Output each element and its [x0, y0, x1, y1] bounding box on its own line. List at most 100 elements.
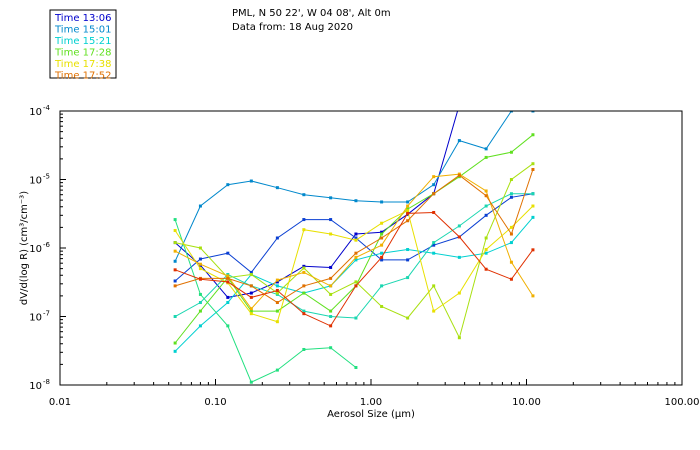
data-point [198, 324, 202, 328]
x-tick-label: 0.01 [49, 397, 71, 408]
data-point [432, 210, 436, 214]
data-point [226, 276, 230, 280]
data-point [173, 279, 177, 283]
data-point [275, 284, 279, 288]
y-tick-exponent: -4 [43, 104, 51, 112]
data-point [275, 236, 279, 240]
x-tick-label: 1.00 [360, 397, 382, 408]
series-line [174, 193, 533, 282]
data-point [302, 264, 306, 268]
data-point [198, 246, 202, 250]
data-point [329, 346, 333, 350]
data-point [432, 192, 436, 196]
data-point [432, 175, 436, 179]
data-point [457, 291, 461, 295]
y-tick-label: 10 [29, 381, 42, 392]
data-point [531, 82, 534, 85]
data-point [406, 276, 410, 280]
data-point [531, 215, 535, 219]
data-point [173, 249, 177, 253]
data-point [509, 178, 513, 181]
data-point [509, 232, 513, 236]
series-line [174, 219, 357, 383]
y-tick-exponent: -6 [43, 241, 51, 249]
data-point [275, 280, 279, 284]
data-point [275, 301, 279, 305]
data-point [484, 194, 488, 198]
data-point [457, 336, 461, 340]
data-point [406, 248, 410, 252]
data-point [173, 349, 177, 353]
data-point [432, 284, 436, 288]
data-point [457, 224, 461, 228]
data-point [198, 262, 202, 266]
data-point [249, 295, 253, 299]
data-point [406, 211, 410, 215]
data-point [275, 368, 279, 372]
data-point [249, 284, 253, 288]
y-tick-exponent: -7 [43, 310, 50, 318]
data-point [354, 280, 358, 284]
data-point [249, 179, 253, 183]
data-point [432, 309, 436, 313]
x-tick-label: 100.00 [665, 397, 700, 408]
x-tick-label: 0.10 [204, 397, 226, 408]
data-point [302, 312, 306, 316]
data-point [198, 301, 202, 305]
y-tick-exponent: -5 [43, 173, 50, 181]
data-point [432, 243, 436, 247]
data-point [329, 292, 333, 296]
data-point [509, 260, 513, 264]
data-point [354, 251, 358, 255]
legend-box [49, 9, 117, 79]
data-point [457, 173, 461, 177]
data-point [249, 291, 253, 295]
data-point [509, 192, 513, 196]
data-point [509, 111, 513, 113]
series-line [174, 134, 534, 344]
data-point [173, 259, 177, 263]
data-point [380, 255, 384, 259]
data-point [173, 284, 177, 288]
data-point [354, 316, 358, 320]
plot-frame [59, 110, 683, 386]
data-point [458, 103, 461, 106]
data-point [484, 213, 488, 217]
data-point [226, 274, 230, 278]
data-point [354, 284, 358, 288]
data-point [484, 248, 488, 252]
data-point [173, 241, 177, 245]
data-point [226, 251, 230, 255]
data-point [354, 258, 358, 262]
data-point [249, 307, 253, 311]
data-point [509, 195, 513, 199]
data-point [380, 284, 384, 288]
data-point [302, 270, 306, 274]
data-point [329, 324, 333, 328]
data-point [249, 309, 253, 313]
legend-entry: Time 15:21 [54, 36, 111, 47]
data-point [484, 155, 488, 159]
data-point [406, 204, 410, 208]
y-tick-label: 10 [29, 313, 42, 324]
data-point [380, 200, 384, 204]
data-point [354, 199, 358, 203]
data-point [509, 241, 513, 245]
series-line [174, 163, 534, 340]
y-axis-label: dV/d(log R) (cm³/cm⁻³) [19, 191, 30, 305]
data-point [354, 366, 358, 370]
x-axis-label: Aerosol Size (µm) [327, 409, 415, 420]
data-point [329, 284, 333, 288]
data-point [249, 380, 253, 384]
data-point [302, 291, 306, 295]
series-line [174, 211, 534, 327]
header-line1: PML, N 50 22', W 04 08', Alt 0m [232, 8, 391, 19]
legend-entry: Time 17:38 [54, 59, 111, 70]
data-point [198, 292, 202, 296]
data-point [329, 315, 333, 318]
data-point [226, 301, 230, 305]
data-point [509, 277, 513, 281]
data-point [226, 183, 230, 187]
legend-entry: Time 17:28 [54, 48, 111, 59]
y-tick-label: 10 [29, 107, 42, 118]
